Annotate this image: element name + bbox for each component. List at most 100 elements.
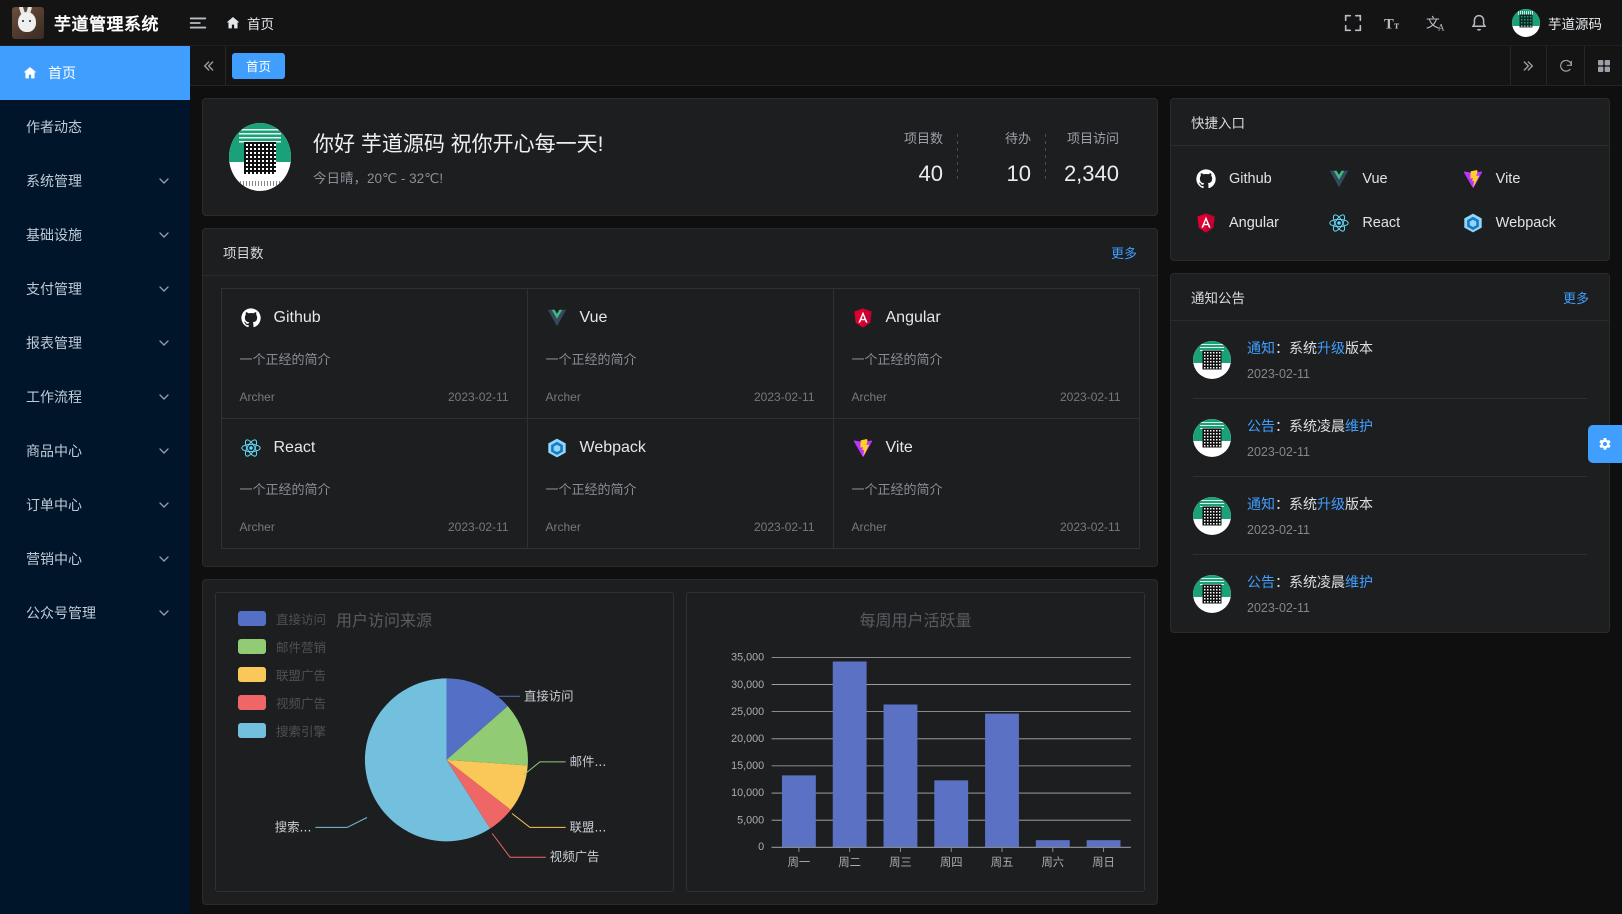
project-name: Vue: [579, 308, 608, 326]
notice-avatar: [1193, 574, 1231, 613]
react-icon: [240, 437, 262, 459]
notice-title: 公告：系统凌晨维护: [1247, 416, 1373, 436]
list-item[interactable]: 通知：系统升级版本 2023-02-11: [1193, 477, 1587, 555]
project-desc: 一个正经的简介: [239, 481, 331, 497]
notice-date: 2023-02-11: [1247, 601, 1311, 615]
svg-text:T: T: [1384, 16, 1394, 32]
quick-link-vite[interactable]: Vite: [1462, 168, 1585, 190]
project-card[interactable]: Vue 一个正经的简介 Archer 2023-02-11: [526, 287, 834, 419]
list-item[interactable]: 公告：系统凌晨维护 2023-02-11: [1193, 399, 1587, 477]
project-card[interactable]: Webpack 一个正经的简介 Archer 2023-02-11: [526, 417, 834, 549]
tab-home[interactable]: 首页: [232, 52, 286, 79]
project-card[interactable]: Angular 一个正经的简介 Archer 2023-02-11: [832, 287, 1140, 419]
projects-grid: Github 一个正经的简介 Archer 2023-02-11: [220, 287, 1140, 549]
legend-item[interactable]: 邮件营销: [238, 637, 326, 656]
app-title: 芋道管理系统: [54, 15, 159, 34]
right-column: 快捷入口 Github: [1170, 98, 1610, 633]
project-desc: 一个正经的简介: [239, 351, 331, 367]
chevron-down-icon: [156, 551, 172, 567]
svg-text:т: т: [1394, 20, 1399, 31]
weather-text: 今日晴，20℃ - 32℃!: [313, 170, 444, 186]
svg-text:A: A: [1438, 22, 1445, 32]
pie-chart[interactable]: 用户访问来源 直接访问 邮件营销: [215, 592, 674, 892]
pie-annotation: 联盟...: [570, 819, 607, 834]
project-footer: Archer 2023-02-11: [852, 520, 1121, 534]
notice-title: 公告：系统凌晨维护: [1247, 572, 1373, 592]
user-menu[interactable]: 芋道源码: [1502, 8, 1608, 37]
list-item[interactable]: 通知：系统升级版本 2023-02-11: [1193, 321, 1587, 399]
settings-fab-button[interactable]: [1588, 425, 1622, 463]
chevron-down-icon: [156, 605, 172, 621]
legend-item[interactable]: 联盟广告: [238, 665, 326, 684]
home-icon: [22, 65, 38, 81]
project-author: Archer: [239, 519, 275, 534]
font-size-icon[interactable]: T т: [1376, 0, 1414, 46]
legend-label: 邮件营销: [276, 641, 327, 655]
notice-title: 通知：系统升级版本: [1247, 338, 1373, 358]
legend-label: 联盟广告: [276, 669, 327, 683]
sidebar-item-home[interactable]: 首页: [0, 46, 190, 100]
translate-icon[interactable]: 文 A: [1418, 0, 1456, 46]
legend-item[interactable]: 视频广告: [238, 693, 326, 712]
sidebar-item-report-management[interactable]: 报表管理: [0, 316, 190, 370]
project-card[interactable]: React 一个正经的简介 Archer 2023-02-11: [220, 417, 528, 549]
quick-link-angular[interactable]: Angular: [1195, 212, 1318, 234]
tab-label: 首页: [246, 60, 272, 74]
project-date: 2023-02-11: [754, 389, 815, 404]
quick-link-label: Vue: [1362, 171, 1388, 187]
grid-icon[interactable]: [1584, 46, 1622, 85]
sidebar-item-product-center[interactable]: 商品中心: [0, 424, 190, 478]
quick-link-vue[interactable]: Vue: [1328, 168, 1451, 190]
double-chevron-left-icon[interactable]: [190, 46, 226, 85]
projects-more-link[interactable]: 更多: [1110, 245, 1137, 261]
notice-suffix: 版本: [1345, 496, 1373, 512]
sidebar-item-order-center[interactable]: 订单中心: [0, 478, 190, 532]
sidebar-item-system-management[interactable]: 系统管理: [0, 154, 190, 208]
project-card[interactable]: Vite 一个正经的简介 Archer 2023-02-11: [832, 417, 1140, 549]
avatar: [1512, 8, 1540, 37]
breadcrumb-home[interactable]: 首页: [215, 13, 284, 33]
refresh-icon[interactable]: [1546, 46, 1584, 85]
quick-link-github[interactable]: Github: [1195, 168, 1318, 190]
projects-cards-wrap: Github 一个正经的简介 Archer 2023-02-11: [203, 276, 1157, 566]
notices-panel: 通知公告 更多 通知：系统升级版本 2023-02-11: [1170, 273, 1610, 633]
quick-link-webpack[interactable]: Webpack: [1462, 212, 1585, 234]
hamburger-icon[interactable]: [181, 0, 215, 46]
notices-more-link[interactable]: 更多: [1562, 290, 1589, 306]
notice-highlight: 升级: [1317, 340, 1345, 356]
github-icon: [240, 307, 262, 329]
svg-text:30,000: 30,000: [731, 679, 764, 691]
project-footer: Archer 2023-02-11: [852, 390, 1121, 404]
sidebar-item-official-account[interactable]: 公众号管理: [0, 586, 190, 640]
legend-item[interactable]: 搜索引擎: [238, 721, 326, 740]
notice-avatar: [1193, 340, 1231, 379]
project-author: Archer: [239, 389, 275, 404]
left-column: 你好 芋道源码 祝你开心每一天! 今日晴，20℃ - 32℃! 项目数 40 待…: [202, 98, 1158, 905]
notice-body: 公告：系统凌晨维护 2023-02-11: [1247, 416, 1373, 459]
tabs-bar: 首页: [190, 46, 1622, 86]
svg-text:0: 0: [758, 841, 764, 853]
bell-icon[interactable]: [1460, 0, 1498, 46]
sidebar-item-workflow[interactable]: 工作流程: [0, 370, 190, 424]
list-item[interactable]: 公告：系统凌晨维护 2023-02-11: [1193, 555, 1587, 632]
project-card[interactable]: Github 一个正经的简介 Archer 2023-02-11: [220, 287, 528, 419]
bar-chart[interactable]: 每周用户活跃量: [686, 592, 1145, 892]
brand[interactable]: 芋道管理系统: [12, 6, 159, 39]
body: 首页 作者动态 系统管理 基础设施 支付管理: [0, 46, 1622, 914]
vite-icon: [852, 437, 874, 459]
sidebar-item-label: 系统管理: [26, 173, 82, 189]
sidebar-item-marketing-center[interactable]: 营销中心: [0, 532, 190, 586]
pie-annotation: 邮件...: [570, 754, 607, 769]
notice-mid: ：系统: [1275, 496, 1317, 512]
project-desc: 一个正经的简介: [545, 481, 637, 497]
sidebar-item-infrastructure[interactable]: 基础设施: [0, 208, 190, 262]
quick-link-react[interactable]: React: [1328, 212, 1451, 234]
sidebar-item-payment-management[interactable]: 支付管理: [0, 262, 190, 316]
double-chevron-right-icon[interactable]: [1510, 46, 1546, 85]
fullscreen-icon[interactable]: [1334, 0, 1372, 46]
legend-swatch: [238, 723, 266, 738]
legend-item[interactable]: 直接访问: [238, 609, 326, 628]
project-date: 2023-02-11: [1060, 389, 1121, 404]
sidebar-item-author-news[interactable]: 作者动态: [0, 100, 190, 154]
